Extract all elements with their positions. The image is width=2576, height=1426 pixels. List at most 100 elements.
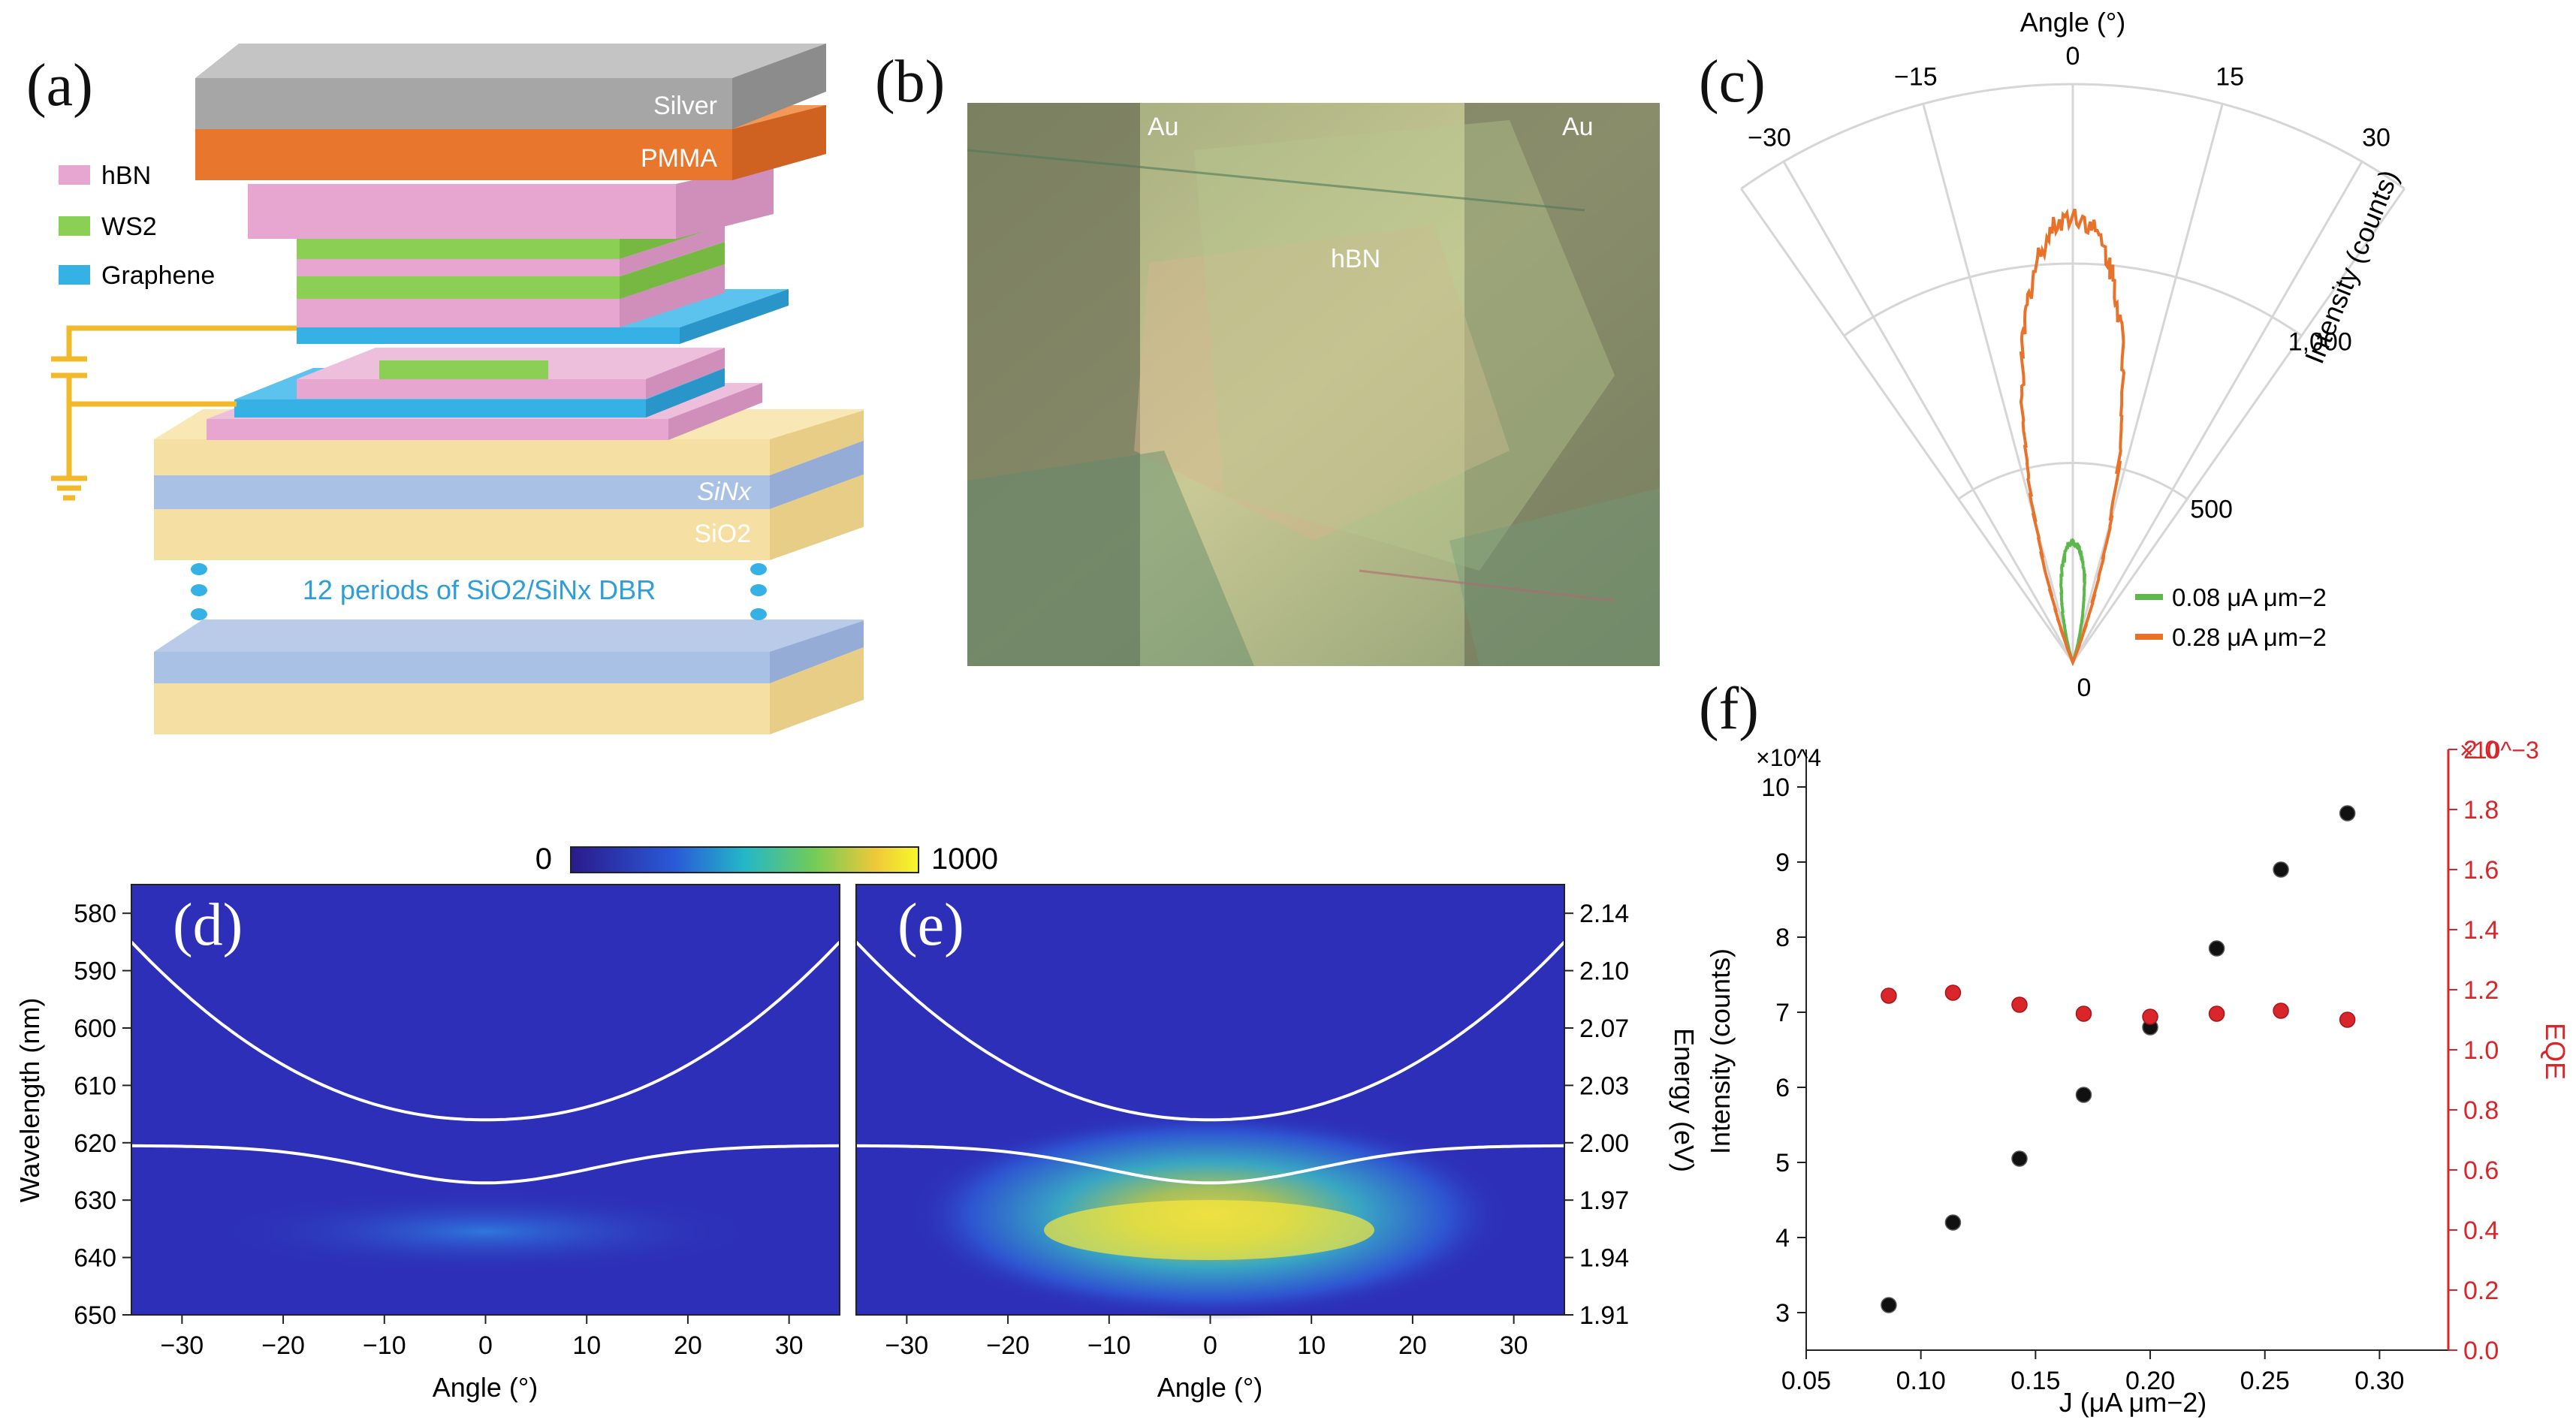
sinx-label: SiNx <box>697 478 752 506</box>
eqe-point <box>2339 1011 2356 1028</box>
bottom-heterostack <box>207 348 762 440</box>
f-right-axis-label: EQE <box>2540 1023 2571 1080</box>
panel-e-label: (e) <box>897 892 964 958</box>
intensity-point <box>2273 861 2289 878</box>
panel-a-label: (a) <box>26 53 93 119</box>
polar-title: Angle (°) <box>2020 7 2125 38</box>
panel-de-heatmaps: 0 1000 (d) (e) −30 −20 −10 0 10 20 30 −30 −20 −10… <box>14 843 1697 1403</box>
x-tick-label-d: −20 <box>261 1331 305 1360</box>
left-y-tick-label: 10 <box>1761 773 1790 802</box>
e-y-tick-label: 2.14 <box>1579 900 1629 928</box>
x-tick-label: 0.30 <box>2354 1367 2404 1395</box>
legend-label-hbn: hBN <box>101 161 151 190</box>
f-left-axis-label: Intensity (counts) <box>1705 948 1736 1154</box>
e-y-tick-label: 2.10 <box>1579 957 1629 986</box>
x-tick-label: 0.10 <box>1896 1367 1946 1395</box>
legend-swatch-graphene <box>59 265 90 285</box>
e-y-tick-label: 2.03 <box>1579 1072 1629 1100</box>
dbr-label: 12 periods of SiO2/SiNx DBR <box>303 574 656 605</box>
heatmap-e <box>856 885 1564 1320</box>
e-x-axis-label: Angle (°) <box>1157 1372 1262 1403</box>
eqe-point <box>2273 1002 2289 1019</box>
right-y-tick-label: 0.2 <box>2463 1277 2499 1305</box>
polar-r-tick: 500 <box>2190 495 2233 523</box>
polar-theta-tick: 15 <box>2216 63 2244 92</box>
x-tick-label-d: 0 <box>478 1331 493 1360</box>
eqe-point <box>1944 984 1962 1001</box>
e-y-tick-label: 2.00 <box>1579 1129 1629 1158</box>
d-y-tick-label: 620 <box>74 1129 116 1158</box>
colorbar <box>570 846 919 873</box>
right-y-tick-label: 0.6 <box>2463 1156 2499 1185</box>
right-y-tick-label: 1.6 <box>2463 856 2499 885</box>
top-heterostack <box>195 44 826 344</box>
lower-polariton-branch-d <box>131 1144 840 1185</box>
e-y-tick-label: 1.94 <box>1579 1244 1629 1273</box>
panel-b: (b) Au Au hBN <box>875 49 1660 666</box>
polar-grid-spoke <box>1782 161 2074 663</box>
d-x-axis-label: Angle (°) <box>433 1372 538 1403</box>
e-y-tick-label: 2.07 <box>1579 1014 1629 1043</box>
intensity-point <box>2339 805 2356 822</box>
left-y-tick-label: 7 <box>1775 999 1790 1027</box>
x-tick-label: 0.05 <box>1781 1367 1831 1395</box>
d-y-tick-label: 650 <box>74 1301 116 1330</box>
au-left-label: Au <box>1148 113 1179 141</box>
d-y-axis-label: Wavelength (nm) <box>14 998 45 1203</box>
left-y-tick-label: 3 <box>1775 1299 1790 1328</box>
right-y-tick-label: 2.0 <box>2463 736 2499 764</box>
right-y-tick-label: 1.2 <box>2463 976 2499 1005</box>
x-tick-label-e: −10 <box>1087 1331 1131 1360</box>
polar-grid-spoke <box>2071 161 2363 663</box>
polar-r-tick: 0 <box>2077 674 2092 702</box>
left-y-tick-label: 6 <box>1775 1074 1790 1102</box>
right-y-tick-label: 1.8 <box>2463 796 2499 825</box>
f-right-exponent: ×10^−3 <box>2460 737 2539 764</box>
left-y-tick-label: 8 <box>1775 924 1790 952</box>
hbn-flake-label: hBN <box>1331 245 1380 273</box>
legend-swatch-ws2 <box>59 216 90 236</box>
x-tick-label-d: 10 <box>572 1331 601 1360</box>
d-y-tick-label: 600 <box>74 1014 116 1043</box>
x-tick-label-d: −30 <box>161 1331 204 1360</box>
polar-series-1 <box>2019 208 2126 666</box>
sio2-label: SiO2 <box>694 520 751 548</box>
panel-d-label: (d) <box>173 892 243 958</box>
legend-label-high: 0.28 μA μm−2 <box>2172 623 2327 651</box>
au-right-label: Au <box>1562 113 1594 141</box>
eqe-point <box>1881 987 1897 1004</box>
dbr-dots <box>191 563 767 620</box>
polar-series-0 <box>2059 538 2087 667</box>
x-tick-label: 0.20 <box>2125 1367 2175 1395</box>
upper-polariton-branch-e <box>855 941 1566 1122</box>
polar-grid-spoke <box>2071 103 2224 663</box>
heatmap-d <box>131 885 840 1315</box>
legend-label-ws2: WS2 <box>101 213 157 241</box>
polar-theta-tick: −30 <box>1748 123 1791 152</box>
intensity-point <box>2208 940 2225 957</box>
x-tick-label-d: 20 <box>674 1331 702 1360</box>
x-tick-label-e: −30 <box>885 1331 929 1360</box>
x-tick-label-e: 30 <box>1500 1331 1528 1360</box>
d-y-tick-label: 630 <box>74 1186 116 1215</box>
polar-theta-tick: −15 <box>1894 63 1938 92</box>
e-y-tick-label: 1.91 <box>1579 1301 1629 1330</box>
legend-swatch-hbn <box>59 165 90 185</box>
f-x-axis-label: J (μA μm−2) <box>2059 1387 2207 1418</box>
right-y-tick-label: 0.4 <box>2463 1216 2499 1245</box>
right-y-tick-label: 1.0 <box>2463 1036 2499 1065</box>
panel-a: (a) 12 periods of SiO2/SiNx DBR SiNx SiO… <box>26 44 864 734</box>
x-tick-label: 0.15 <box>2010 1367 2060 1395</box>
layer-legend: hBN WS2 Graphene <box>59 161 215 290</box>
silver-label: Silver <box>653 92 717 120</box>
intensity-point <box>2075 1087 2092 1103</box>
d-y-tick-label: 580 <box>74 900 116 928</box>
polar-theta-tick: 30 <box>2362 123 2390 152</box>
circuit-wire <box>51 325 297 501</box>
left-y-tick-label: 5 <box>1775 1149 1790 1177</box>
panel-f-scatter-chart: (f) 0.05 0.10 0.15 0.20 0.25 0.303456789100.0… <box>1699 676 2571 1418</box>
f-left-exponent: ×10^4 <box>1756 744 1821 771</box>
intensity-point <box>1944 1214 1962 1231</box>
polar-grid-spoke <box>2071 188 2406 663</box>
